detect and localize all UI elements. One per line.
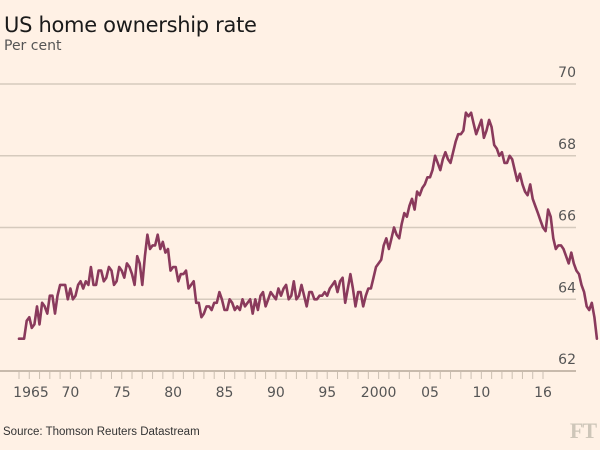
y-tick-label-68: 68 xyxy=(558,137,576,153)
x-tick-label-95: 95 xyxy=(318,385,336,401)
y-tick-label-70: 70 xyxy=(558,65,576,81)
x-tick-label-70: 70 xyxy=(61,385,79,401)
x-tick-label-85: 85 xyxy=(216,385,234,401)
x-tick-label-80: 80 xyxy=(164,385,182,401)
y-tick-label-66: 66 xyxy=(558,209,576,225)
series-line-home-ownership-rate xyxy=(17,111,599,341)
y-tick-label-62: 62 xyxy=(558,352,576,368)
x-tick-label-2000: 2000 xyxy=(361,385,397,401)
x-tick-label-1965: 1965 xyxy=(13,385,49,401)
ft-logo: FT xyxy=(569,418,597,443)
x-tick-label-75: 75 xyxy=(113,385,131,401)
x-tick-label-05: 05 xyxy=(421,385,439,401)
x-tick-label-10: 10 xyxy=(472,385,490,401)
chart-title: US home ownership rate xyxy=(4,13,257,37)
y-tick-label-64: 64 xyxy=(558,280,576,296)
source-note: Source: Thomson Reuters Datastream xyxy=(3,426,200,438)
x-tick-label-16: 16 xyxy=(534,385,552,401)
x-tick-label-90: 90 xyxy=(267,385,285,401)
chart-subtitle: Per cent xyxy=(4,38,62,54)
